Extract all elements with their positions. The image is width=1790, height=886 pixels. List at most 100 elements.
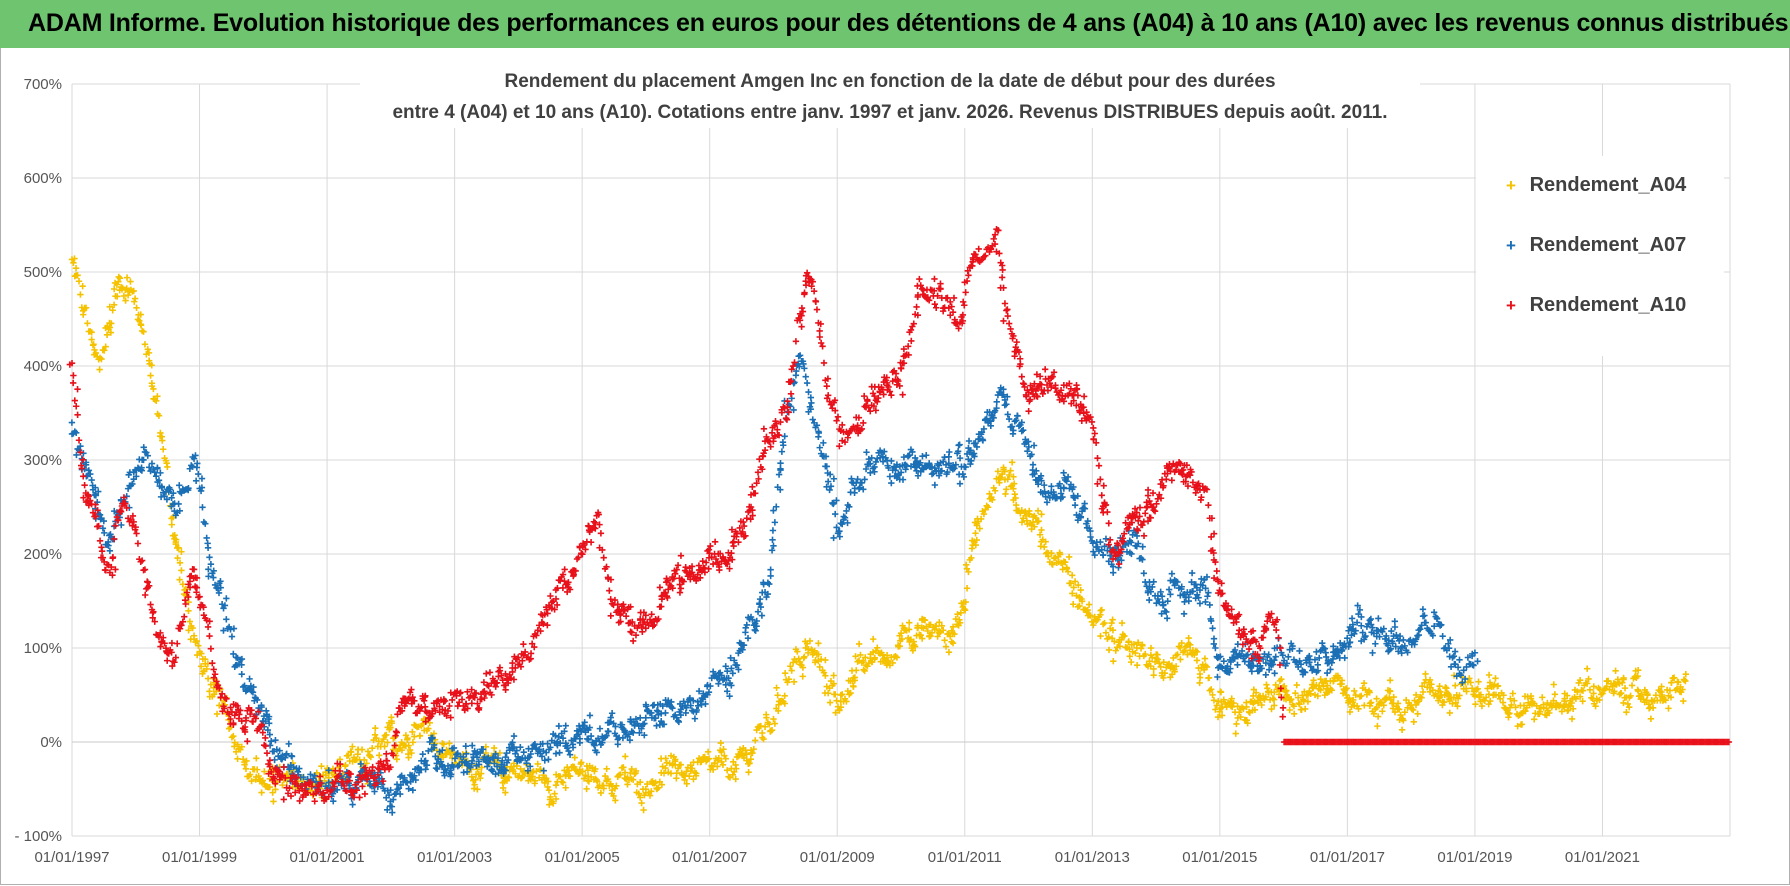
data-point bbox=[84, 320, 91, 327]
data-point bbox=[1569, 705, 1577, 712]
data-point bbox=[1048, 383, 1055, 391]
data-point bbox=[861, 476, 868, 483]
data-point bbox=[73, 451, 80, 459]
data-point bbox=[468, 757, 476, 765]
data-point bbox=[447, 750, 454, 758]
data-point bbox=[425, 725, 432, 732]
data-point bbox=[839, 691, 846, 698]
data-point bbox=[311, 772, 318, 780]
data-point bbox=[108, 563, 115, 571]
data-point bbox=[409, 728, 416, 736]
data-point bbox=[1085, 601, 1093, 608]
x-tick-label: 01/01/2009 bbox=[800, 849, 875, 866]
data-point bbox=[801, 653, 808, 660]
data-point bbox=[1061, 474, 1068, 482]
data-point bbox=[1530, 716, 1538, 723]
data-point bbox=[363, 776, 371, 783]
data-point bbox=[176, 507, 183, 515]
data-point bbox=[848, 475, 855, 482]
data-point bbox=[1301, 669, 1309, 676]
data-point bbox=[833, 524, 840, 531]
data-point bbox=[1098, 546, 1105, 554]
data-point bbox=[1418, 694, 1425, 701]
data-point bbox=[1286, 706, 1293, 714]
data-point bbox=[830, 534, 837, 542]
data-point bbox=[1003, 486, 1010, 493]
data-point bbox=[1292, 689, 1299, 697]
data-point bbox=[1269, 695, 1277, 702]
data-point bbox=[215, 589, 223, 597]
data-point bbox=[1203, 486, 1211, 493]
data-point bbox=[596, 544, 603, 551]
data-point bbox=[1001, 300, 1009, 307]
data-point bbox=[607, 576, 615, 583]
data-point bbox=[617, 771, 624, 778]
data-point bbox=[118, 521, 125, 529]
data-point bbox=[552, 781, 560, 789]
data-point bbox=[1013, 507, 1020, 514]
data-point bbox=[1306, 659, 1313, 666]
data-point bbox=[1074, 492, 1081, 500]
data-point bbox=[930, 287, 938, 295]
data-point bbox=[916, 275, 923, 283]
data-point bbox=[1099, 620, 1107, 628]
data-point bbox=[384, 739, 391, 746]
data-point bbox=[1268, 610, 1275, 617]
data-point bbox=[172, 654, 180, 661]
data-point bbox=[1572, 695, 1580, 703]
data-point bbox=[695, 562, 703, 569]
data-point bbox=[505, 774, 513, 781]
data-point bbox=[948, 638, 955, 646]
data-point bbox=[888, 391, 895, 399]
data-point bbox=[962, 289, 969, 296]
data-point bbox=[1111, 549, 1118, 557]
data-point bbox=[1010, 332, 1017, 340]
data-point bbox=[1487, 697, 1494, 705]
data-point bbox=[1358, 622, 1365, 629]
data-point bbox=[248, 777, 255, 785]
data-point bbox=[1430, 609, 1438, 616]
data-point bbox=[1069, 590, 1076, 597]
data-point bbox=[201, 656, 209, 663]
data-point bbox=[1004, 306, 1011, 313]
data-point bbox=[555, 722, 563, 730]
data-point bbox=[1243, 703, 1250, 711]
data-point bbox=[554, 584, 561, 592]
data-point bbox=[1116, 643, 1124, 650]
data-point bbox=[1527, 695, 1535, 702]
data-point bbox=[1068, 572, 1076, 579]
data-point bbox=[1263, 681, 1270, 688]
data-point bbox=[926, 633, 933, 640]
data-point bbox=[897, 364, 905, 372]
data-point bbox=[1239, 641, 1247, 648]
data-point bbox=[537, 627, 544, 635]
data-point bbox=[1088, 418, 1096, 426]
data-point bbox=[263, 750, 271, 757]
data-point bbox=[347, 748, 355, 756]
data-point bbox=[781, 700, 788, 707]
data-point bbox=[618, 721, 626, 728]
data-point bbox=[1252, 638, 1260, 645]
data-point bbox=[1039, 390, 1047, 398]
data-point bbox=[827, 471, 834, 478]
data-point bbox=[1296, 657, 1303, 665]
data-point bbox=[1092, 439, 1100, 446]
data-point bbox=[369, 744, 376, 752]
data-point bbox=[621, 769, 629, 776]
data-point bbox=[928, 629, 936, 637]
data-point bbox=[888, 457, 895, 465]
data-point bbox=[885, 464, 892, 472]
data-point bbox=[1668, 679, 1675, 686]
data-point bbox=[1233, 720, 1240, 728]
data-point bbox=[1018, 428, 1025, 435]
data-point bbox=[826, 486, 833, 494]
data-point bbox=[917, 282, 924, 289]
data-point bbox=[640, 806, 647, 814]
data-point bbox=[1223, 703, 1230, 711]
data-point bbox=[1283, 660, 1291, 667]
data-point bbox=[798, 312, 805, 319]
data-point bbox=[754, 469, 762, 476]
data-point bbox=[1619, 679, 1626, 686]
data-point bbox=[904, 452, 912, 460]
data-point bbox=[79, 456, 86, 464]
